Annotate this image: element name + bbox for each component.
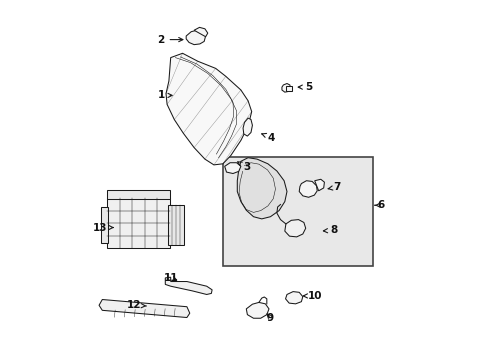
Text: 6: 6 — [374, 200, 384, 210]
Polygon shape — [99, 300, 189, 318]
Text: 13: 13 — [92, 222, 113, 233]
Polygon shape — [314, 179, 324, 191]
Polygon shape — [224, 163, 241, 174]
Polygon shape — [285, 292, 302, 304]
Bar — [223, 157, 373, 266]
Bar — [107, 190, 170, 199]
Bar — [168, 205, 184, 245]
Bar — [285, 86, 291, 91]
Polygon shape — [243, 118, 252, 136]
Polygon shape — [194, 27, 207, 37]
Text: 2: 2 — [157, 35, 183, 45]
Text: 8: 8 — [323, 225, 337, 235]
Text: 10: 10 — [303, 291, 321, 301]
Polygon shape — [186, 30, 205, 45]
Polygon shape — [165, 277, 212, 294]
Polygon shape — [166, 53, 251, 165]
Text: 3: 3 — [237, 162, 250, 172]
Polygon shape — [284, 220, 305, 237]
Polygon shape — [299, 181, 317, 197]
Bar — [107, 198, 170, 248]
Polygon shape — [237, 158, 286, 219]
Bar — [101, 207, 108, 243]
Text: 4: 4 — [261, 132, 275, 143]
Polygon shape — [246, 302, 268, 318]
Text: 9: 9 — [266, 312, 273, 323]
Text: 7: 7 — [327, 182, 340, 192]
Text: 5: 5 — [298, 82, 312, 92]
Polygon shape — [282, 84, 290, 92]
Text: 1: 1 — [157, 90, 172, 100]
Text: 11: 11 — [163, 273, 178, 283]
Text: 12: 12 — [126, 300, 146, 310]
